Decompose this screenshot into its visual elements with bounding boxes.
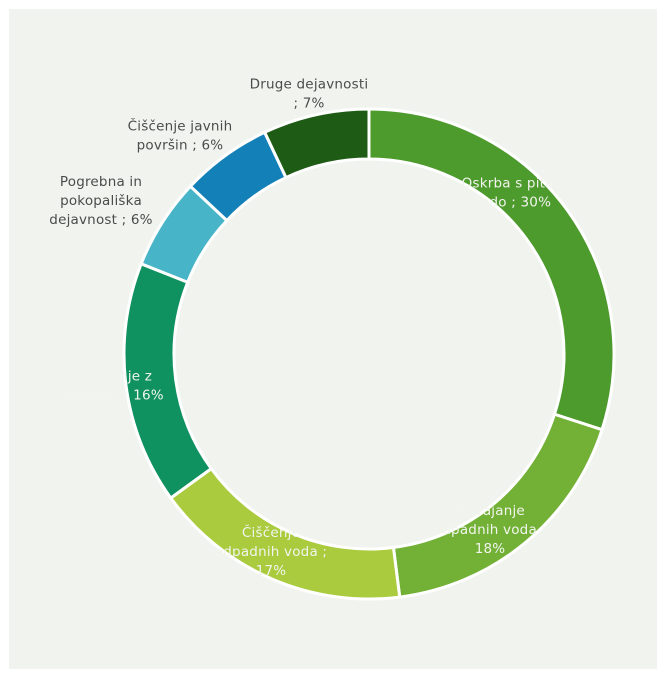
slice-label-5: Pogrebna in pokopališka dejavnost ; 6% [49,174,152,228]
slice-label-3: Čiščenje odpadnih voda ; 17% [215,523,327,579]
slice-label-2: Odvajanje odpadnih voda ; 18% [434,503,546,557]
donut-chart: Oskrba s pitno vodo ; 30% Odvajanje odpadni… [49,77,616,601]
chart-panel: Oskrba s pitno vodo ; 30% Odvajanje odpadni… [9,9,657,669]
donut-slice-7 [262,107,371,180]
donut-slice-1 [367,107,616,432]
slice-label-7: Druge dejavnosti; 7% [250,77,369,112]
slice-label-4: Ravnanje z odpadki ; 16% [64,369,164,404]
slice-label-1: Oskrba s pitno vodo ; 30% [462,176,563,211]
slice-label-6: Čiščenje javnih površin ; 6% [128,117,233,154]
